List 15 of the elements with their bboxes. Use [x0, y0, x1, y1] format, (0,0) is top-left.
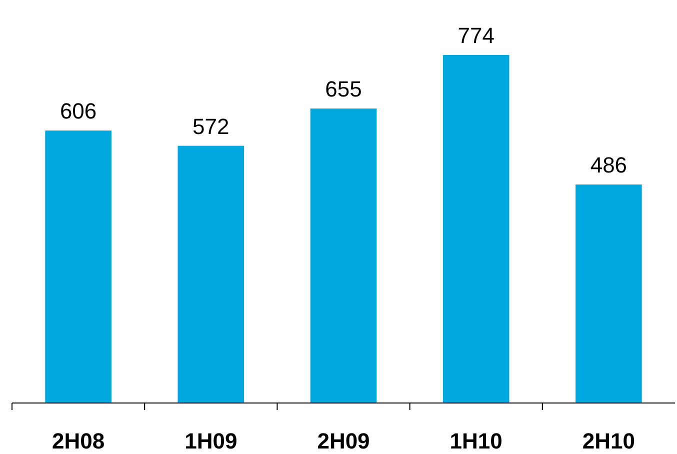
bar	[45, 130, 112, 403]
x-tick-label: 2H10	[582, 428, 635, 454]
bar	[442, 54, 510, 403]
data-label: 572	[192, 114, 230, 139]
data-label: 486	[590, 152, 628, 178]
data-label: 606	[60, 98, 97, 124]
x-tick-label: 1H09	[184, 428, 238, 454]
data-label: 655	[325, 76, 362, 102]
bar	[310, 108, 377, 403]
bar	[178, 146, 244, 403]
data-label: 774	[458, 22, 494, 48]
bar	[576, 184, 642, 403]
x-tick-label: 1H10	[450, 428, 502, 454]
x-tick-label: 2H08	[52, 428, 105, 454]
x-tick-label: 2H09	[317, 428, 370, 454]
